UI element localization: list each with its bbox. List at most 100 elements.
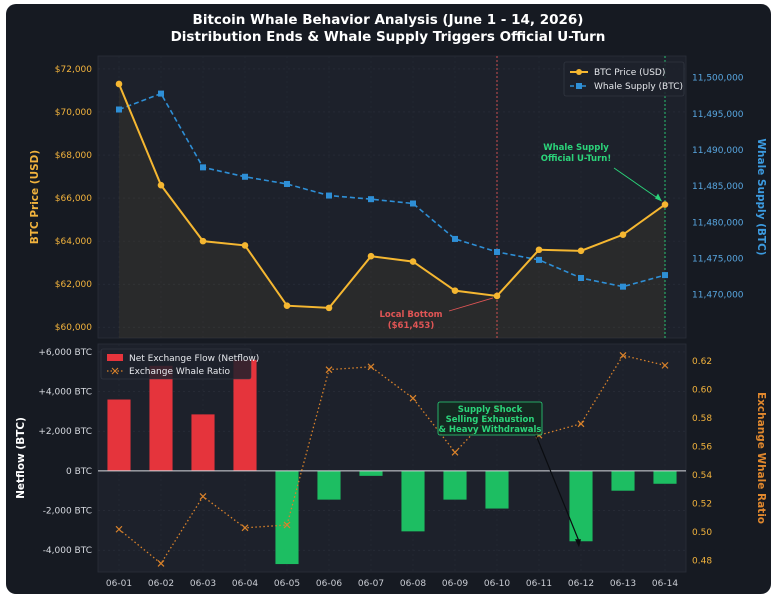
- whale-supply-point: [158, 90, 164, 97]
- top-left-tick-label: $70,000: [55, 108, 92, 118]
- btc-price-point: [661, 201, 669, 208]
- x-tick-label: 06-05: [274, 579, 300, 589]
- uturn-arrow: [613, 167, 662, 201]
- x-tick-label: 06-03: [190, 579, 216, 589]
- whale-supply-point: [620, 283, 626, 290]
- x-tick-label: 06-13: [610, 579, 636, 589]
- whale-ratio-point: [199, 493, 207, 500]
- legend-netflow-label: Net Exchange Flow (Netflow): [129, 354, 259, 364]
- x-tick-label: 06-12: [568, 579, 594, 589]
- netflow-outflow-bar: [653, 470, 677, 484]
- whale-supply-point: [578, 274, 584, 281]
- btc-price-line: [118, 83, 666, 309]
- top-right-tick-label: 11,480,000: [692, 218, 744, 228]
- x-tick-label: 06-08: [400, 579, 426, 589]
- supply-shock-box: [437, 401, 543, 436]
- supply-shock-annotation: & Heavy Withdrawals: [438, 425, 541, 435]
- whale-supply-point: [452, 235, 458, 242]
- bottom-right-tick-label: 0.60: [692, 386, 712, 396]
- btc-price-point: [367, 252, 375, 260]
- top-right-tick-label: 11,470,000: [692, 291, 744, 301]
- bottom-right-tick-label: 0.56: [692, 443, 712, 453]
- uturn-arrowhead: [655, 193, 662, 202]
- uturn-annotation-line2: Official U-Turn!: [541, 154, 611, 164]
- whale-ratio-point: [241, 524, 249, 532]
- whale-supply-point: [662, 272, 668, 279]
- bottom-right-tick-label: 0.48: [692, 557, 712, 567]
- top-legend-box: [563, 61, 685, 97]
- bottom-legend-box: [100, 348, 252, 380]
- top-right-tick-label: 11,475,000: [692, 254, 744, 264]
- whale-supply-point: [494, 248, 500, 255]
- whale-ratio-point: [367, 363, 375, 371]
- btc-price-point: [325, 304, 333, 312]
- bottom-left-tick-label: 0 BTC: [66, 467, 92, 477]
- netflow-inflow-bar: [233, 359, 257, 471]
- x-tick-label: 06-10: [484, 579, 510, 589]
- top-right-tick-label: 11,495,000: [692, 110, 744, 120]
- price-area-fill: [119, 83, 665, 338]
- whale-ratio-point: [283, 521, 291, 529]
- whale-ratio-point: [325, 366, 333, 374]
- top-panel-background: [97, 55, 687, 339]
- btc-price-point: [535, 246, 543, 254]
- legend-supply-marker: [576, 83, 582, 89]
- whale-supply-point: [326, 192, 332, 199]
- x-tick-label: 06-11: [526, 579, 552, 589]
- bottom-left-tick-label: -4,000 BTC: [43, 546, 92, 556]
- whale-supply-point: [200, 164, 206, 171]
- legend-supply-label: Whale Supply (BTC): [594, 82, 683, 92]
- x-tick-label: 06-06: [316, 579, 342, 589]
- btc-price-point: [409, 258, 417, 265]
- netflow-outflow-bar: [443, 470, 467, 500]
- legend-netflow-swatch: [107, 354, 123, 361]
- whale-ratio-point: [451, 448, 459, 456]
- whale-supply-point: [410, 200, 416, 207]
- uturn-annotation: Whale Supply: [543, 143, 609, 153]
- legend-price-label: BTC Price (USD): [594, 68, 665, 78]
- bottom-right-tick-label: 0.58: [692, 414, 712, 424]
- netflow-outflow-bar: [317, 470, 341, 500]
- whale-supply-line: [118, 92, 666, 288]
- whale-ratio-point: [619, 351, 627, 359]
- netflow-outflow-bar: [611, 470, 635, 491]
- top-left-tick-label: $60,000: [55, 323, 92, 333]
- x-tick-label: 06-01: [106, 579, 132, 589]
- local-bottom-annotation-value: ($61,453): [388, 321, 435, 331]
- x-tick-label: 06-14: [652, 579, 678, 589]
- chart-title-line1: Bitcoin Whale Behavior Analysis (June 1 …: [193, 12, 584, 28]
- btc-price-point: [241, 242, 249, 249]
- netflow-outflow-bar: [485, 470, 509, 509]
- bottom-right-tick-label: 0.54: [692, 471, 712, 481]
- whale-ratio-point: [409, 394, 417, 402]
- local-bottom-arrow: [448, 297, 494, 312]
- legend-ratio-marker: [111, 367, 119, 375]
- x-tick-label: 06-09: [442, 579, 468, 589]
- legend-price-marker: [576, 69, 582, 75]
- btc-price-point: [577, 247, 585, 255]
- netflow-inflow-bar: [107, 399, 131, 471]
- netflow-outflow-bar: [275, 470, 299, 565]
- supply-shock-arrow: [535, 434, 580, 542]
- x-tick-label: 06-04: [232, 579, 258, 589]
- btc-price-point: [619, 231, 627, 238]
- btc-price-point: [283, 302, 291, 310]
- top-left-tick-label: $68,000: [55, 151, 92, 161]
- supply-shock-annotation: Supply Shock: [458, 405, 523, 415]
- btc-price-point: [115, 80, 123, 88]
- x-tick-label: 06-02: [148, 579, 174, 589]
- netflow-outflow-bar: [401, 470, 425, 532]
- bottom-right-tick-label: 0.50: [692, 528, 712, 538]
- legend-ratio-label: Exchange Whale Ratio: [129, 367, 230, 377]
- netflow-inflow-bar: [191, 414, 215, 471]
- netflow-outflow-bar: [569, 470, 593, 542]
- netflow-inflow-bar: [149, 365, 173, 471]
- top-right-tick-label: 11,490,000: [692, 146, 744, 156]
- bottom-left-tick-label: +6,000 BTC: [38, 348, 92, 358]
- whale-supply-point: [284, 180, 290, 187]
- btc-price-point: [199, 237, 207, 245]
- bottom-right-tick-label: 0.52: [692, 500, 712, 510]
- chart-title-line2: Distribution Ends & Whale Supply Trigger…: [171, 29, 606, 45]
- chart-canvas: Bitcoin Whale Behavior Analysis (June 1 …: [15, 12, 767, 589]
- bottom-left-tick-label: +2,000 BTC: [38, 427, 92, 437]
